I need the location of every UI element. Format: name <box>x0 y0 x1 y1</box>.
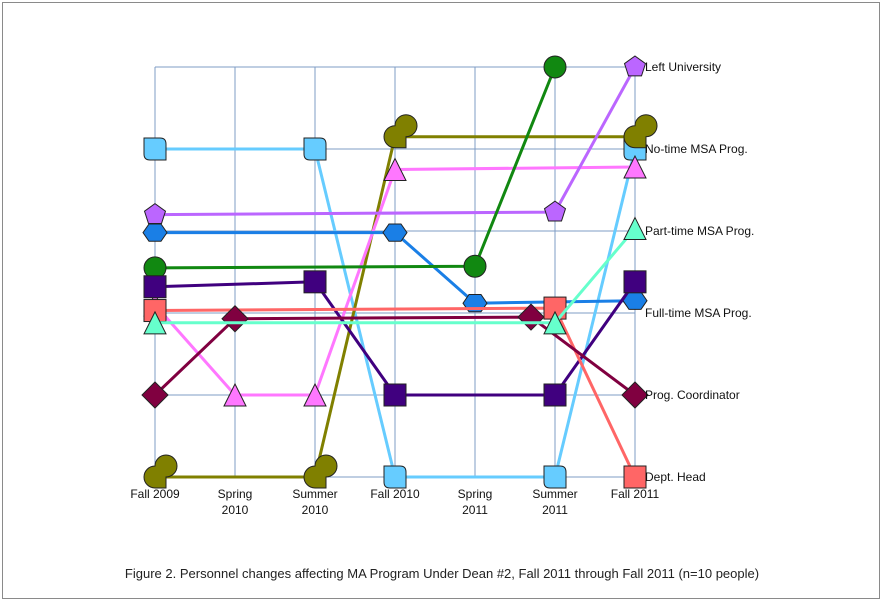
y-category-label: No-time MSA Prog. <box>645 142 748 156</box>
y-category-labels: Dept. Head Prog. Coordinator Full-time MSA… <box>645 60 754 484</box>
figure-caption: Figure 2. Personnel changes affecting MA… <box>124 566 760 581</box>
data-point-square <box>303 270 327 294</box>
data-point-square <box>383 383 407 407</box>
series-line <box>155 135 635 479</box>
data-point-diamond <box>621 381 649 409</box>
x-tick-label: Summer <box>292 487 337 501</box>
data-point-triangle <box>223 382 247 407</box>
data-point-triangle <box>543 310 567 335</box>
x-tick-labels: Fall 2009 Spring 2010 Summer 2010 Fall 2010 Sp… <box>130 487 659 517</box>
data-point-square <box>623 270 647 294</box>
data-point-diamond <box>221 305 249 333</box>
data-point-rounded-square <box>303 137 327 161</box>
y-category-label: Left University <box>645 60 721 74</box>
data-point-triangle <box>143 310 167 335</box>
y-category-label: Full-time MSA Prog. <box>645 306 752 320</box>
data-point-rounded-square <box>543 465 567 489</box>
x-tick-label: 2011 <box>542 503 568 517</box>
series-group <box>143 55 567 280</box>
series-group <box>143 154 647 407</box>
y-category-label: Dept. Head <box>645 470 706 484</box>
data-point-rounded-square <box>143 137 167 161</box>
data-point-pentagon <box>143 202 167 224</box>
data-point-hexagon <box>382 223 408 242</box>
data-point-triangle <box>623 154 647 179</box>
chart-series <box>141 55 658 489</box>
data-point-square <box>543 383 567 407</box>
x-tick-label: Fall 2011 <box>611 487 660 501</box>
x-tick-label: Spring <box>218 487 253 501</box>
data-point-triangle <box>303 382 327 407</box>
series-line <box>153 315 636 397</box>
data-point-pentagon <box>623 55 647 77</box>
data-point-half-round <box>383 114 418 149</box>
data-point-triangle <box>623 216 647 241</box>
data-point-half-round <box>303 454 338 489</box>
x-tick-label: Spring <box>458 487 493 501</box>
x-tick-label: Fall 2010 <box>370 487 420 501</box>
x-tick-label: 2011 <box>462 503 488 517</box>
data-point-diamond <box>141 381 169 409</box>
series-group <box>143 216 647 335</box>
data-point-half-round <box>623 114 658 149</box>
data-point-hexagon <box>142 223 168 242</box>
y-category-label: Prog. Coordinator <box>645 388 740 402</box>
data-point-circle <box>543 55 567 79</box>
data-point-triangle <box>383 157 407 181</box>
series-group <box>143 114 658 489</box>
data-point-square <box>623 465 647 489</box>
personnel-chart: Fall 2009 Spring 2010 Summer 2010 Fall 2010 Sp… <box>130 55 754 517</box>
data-point-half-round <box>143 454 178 489</box>
data-point-square <box>143 275 167 299</box>
data-point-circle <box>463 254 487 278</box>
x-tick-label: Summer <box>532 487 577 501</box>
data-point-pentagon <box>543 200 567 222</box>
x-tick-label: 2010 <box>302 503 329 517</box>
x-tick-label: 2010 <box>222 503 249 517</box>
y-category-label: Part-time MSA Prog. <box>645 224 754 238</box>
x-tick-label: Fall 2009 <box>130 487 180 501</box>
series-group <box>143 270 647 407</box>
series-group <box>143 55 647 224</box>
data-point-rounded-square <box>383 465 407 489</box>
series-group <box>143 296 647 489</box>
